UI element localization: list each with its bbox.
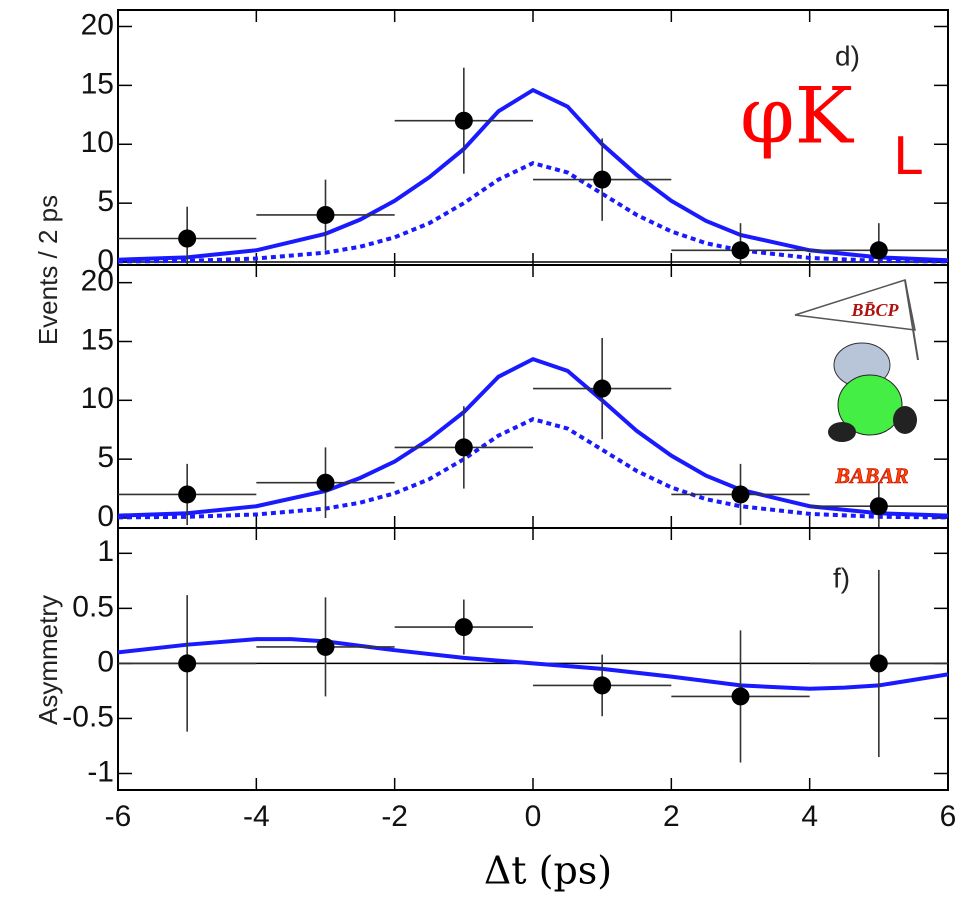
data-point: [869, 654, 888, 673]
panel: -1 -0.5 0 0.5 1 -6 -4 -2 0 2 4 6: [62, 527, 957, 833]
logo-body: [837, 374, 903, 436]
x-tick-label: 6: [940, 800, 957, 833]
fit-curve: [118, 356, 948, 518]
logo-foot: [828, 422, 856, 442]
logo-foot: [893, 406, 917, 434]
y-tick-label: 5: [97, 441, 114, 474]
y-tick-label: -1: [87, 755, 114, 788]
x-tick-label: 2: [663, 800, 680, 833]
data-point: [593, 170, 612, 189]
data-point: [731, 241, 750, 260]
y-tick-label: 15: [81, 323, 114, 356]
data-point: [454, 438, 473, 457]
panel: 0 5 10 15 20: [81, 264, 949, 533]
logo: BB̄CP BABAR: [794, 279, 919, 488]
data-point: [593, 676, 612, 695]
x-tick-label: 0: [525, 800, 542, 833]
plot-area: [118, 337, 948, 528]
data-point: [454, 111, 473, 130]
data-point: [178, 229, 197, 248]
y-tick-label: 5: [97, 185, 114, 218]
panel-frame: [117, 264, 949, 529]
annotation-subscript: L: [893, 127, 922, 187]
data-point: [869, 241, 888, 260]
y-tick-label: 10: [81, 382, 114, 415]
logo-flag-text: BB̄CP: [850, 300, 899, 320]
fit-curve: [118, 417, 948, 520]
x-axis-label: Δt (ps): [484, 849, 612, 893]
y-tick-label: 10: [81, 126, 114, 159]
x-tick-label: 4: [801, 800, 818, 833]
panel: 0 5 10 15 20: [81, 8, 949, 277]
annotation: φK: [740, 72, 855, 162]
y-axis-label: Asymmetry: [33, 595, 63, 725]
panel-label: f): [833, 562, 850, 593]
y-tick-label: -0.5: [62, 700, 114, 733]
panel-label: d): [835, 40, 860, 71]
x-tick-label: -6: [105, 800, 132, 833]
y-tick-label: 0: [97, 244, 114, 277]
data-point: [316, 473, 335, 492]
data-point: [454, 618, 473, 637]
data-point: [316, 637, 335, 656]
fit-curve: [118, 160, 948, 264]
data-point: [731, 687, 750, 706]
panel-frame: [117, 527, 949, 791]
data-point: [593, 379, 612, 398]
data-point: [178, 654, 197, 673]
logo-pole: [904, 279, 919, 361]
x-tick-label: -2: [381, 800, 408, 833]
x-tick-label: -4: [243, 800, 270, 833]
plot-area: [118, 569, 948, 763]
y-axis-label: Events / 2 ps: [33, 195, 63, 345]
y-tick-label: 20: [81, 265, 114, 298]
data-point: [869, 497, 888, 516]
fit-curve: [118, 637, 948, 691]
y-tick-label: 20: [81, 8, 114, 41]
data-point: [316, 205, 335, 224]
y-tick-label: 15: [81, 67, 114, 100]
y-tick-label: 0.5: [72, 590, 114, 623]
plot-area: [118, 67, 948, 265]
data-point: [178, 485, 197, 504]
y-tick-label: 0: [97, 645, 114, 678]
y-tick-label: 1: [97, 535, 114, 568]
y-tick-label: 0: [97, 500, 114, 533]
data-point: [731, 485, 750, 504]
logo-name: BABAR: [834, 463, 908, 488]
